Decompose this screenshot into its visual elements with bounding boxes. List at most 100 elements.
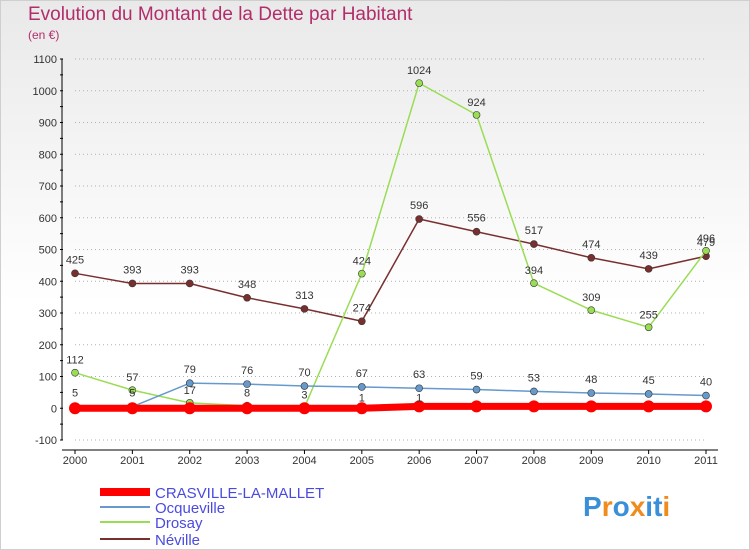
data-point <box>355 402 368 415</box>
data-point <box>530 240 538 248</box>
data-label: 439 <box>639 250 657 262</box>
legend: CRASVILLE-LA-MALLETOcquevilleDrosayNévil… <box>100 485 324 549</box>
data-point <box>472 111 481 119</box>
series-line-3 <box>74 218 707 323</box>
data-point <box>644 390 653 398</box>
y-tick-label: 0 <box>51 403 57 415</box>
proxiti-logo: Proxiti <box>583 486 693 531</box>
data-label: 76 <box>241 365 253 377</box>
data-label: 517 <box>525 225 543 237</box>
y-tick-label: 900 <box>39 118 57 130</box>
data-point <box>527 400 540 413</box>
y-tick-label: 500 <box>39 245 57 257</box>
data-label: 45 <box>643 375 655 387</box>
data-label: 17 <box>184 385 196 397</box>
data-label: 424 <box>353 256 371 268</box>
data-point <box>185 279 194 288</box>
data-label: 57 <box>126 372 138 384</box>
series-layer <box>69 79 712 415</box>
data-point <box>415 215 423 223</box>
proxiti-logo-art: Proxiti <box>583 491 670 522</box>
chart-title: Evolution du Montant de la Dette par Hab… <box>28 4 413 25</box>
grid <box>75 58 706 441</box>
data-point <box>472 227 481 236</box>
x-tick-label: 2007 <box>464 455 488 467</box>
data-label: 1024 <box>407 65 431 77</box>
data-point <box>185 379 194 387</box>
y-tick-label: 200 <box>39 340 57 352</box>
data-label: 274 <box>353 302 371 314</box>
legend-label: Ocqueville <box>155 500 225 517</box>
data-point <box>470 400 483 413</box>
x-tick-label: 2004 <box>292 455 316 467</box>
data-point <box>243 380 251 388</box>
data-point <box>71 368 79 377</box>
data-label: 313 <box>295 290 313 302</box>
data-point <box>702 246 710 255</box>
y-tick-label: -100 <box>35 435 57 447</box>
data-label: 556 <box>467 213 485 225</box>
legend-label: Drosay <box>155 515 203 532</box>
data-point <box>128 386 137 394</box>
data-label: 924 <box>467 97 485 109</box>
data-label: 112 <box>66 355 84 367</box>
data-label: 48 <box>585 374 597 386</box>
data-label: 474 <box>582 239 600 251</box>
data-label: 59 <box>470 371 482 383</box>
data-label: 309 <box>582 292 600 304</box>
svg-text:Proxiti: Proxiti <box>583 491 670 522</box>
data-label: 596 <box>410 200 428 212</box>
data-label: 479 <box>697 237 715 249</box>
x-tick-label: 2008 <box>522 455 546 467</box>
y-tick-label: 300 <box>39 308 57 320</box>
data-point <box>243 293 251 302</box>
data-point <box>413 400 426 413</box>
data-label: 53 <box>528 372 540 384</box>
y-tick-label: 600 <box>39 213 57 225</box>
x-tick-label: 2009 <box>579 455 603 467</box>
x-tick-label: 2000 <box>63 455 87 467</box>
x-tick-label: 2001 <box>120 455 144 467</box>
data-label: 393 <box>181 264 199 276</box>
x-tick-label: 2006 <box>407 455 431 467</box>
data-label: 63 <box>413 369 425 381</box>
data-point <box>530 387 538 396</box>
data-point <box>472 385 481 394</box>
y-tick-label: 100 <box>39 372 57 384</box>
x-tick-label: 2011 <box>694 455 718 467</box>
data-point <box>128 279 137 288</box>
data-point <box>585 400 598 413</box>
data-point <box>644 323 653 332</box>
data-label: 5 <box>72 388 78 400</box>
series-line-2 <box>74 82 707 409</box>
data-point <box>358 269 366 278</box>
data-point <box>126 402 139 415</box>
legend-label: CRASVILLE-LA-MALLET <box>155 485 324 502</box>
data-label: 425 <box>66 254 84 266</box>
data-label: 1 <box>359 392 365 404</box>
data-label: 67 <box>356 368 368 380</box>
data-label: 79 <box>184 364 196 376</box>
data-label: 496 <box>697 233 715 245</box>
y-tick-label: 1100 <box>33 54 57 66</box>
y-tick-label: 800 <box>39 149 57 161</box>
data-label: 70 <box>298 367 310 379</box>
data-point <box>71 269 79 278</box>
legend-label: Néville <box>155 532 200 549</box>
y-tick-label: 700 <box>39 181 57 193</box>
x-tick-label: 2005 <box>350 455 374 467</box>
data-label: 1 <box>416 392 422 404</box>
data-point <box>69 402 81 415</box>
data-point <box>642 400 655 413</box>
data-label: 348 <box>238 279 256 291</box>
axes: -100 0 100 200 300 400 500 600 700 800 900 1000 1100… <box>33 54 718 467</box>
series-line-0 <box>75 402 706 412</box>
data-label: 40 <box>700 377 712 389</box>
data-point <box>358 317 366 326</box>
data-point <box>358 383 366 391</box>
data-point <box>241 402 254 415</box>
x-tick-label: 2003 <box>235 455 259 467</box>
